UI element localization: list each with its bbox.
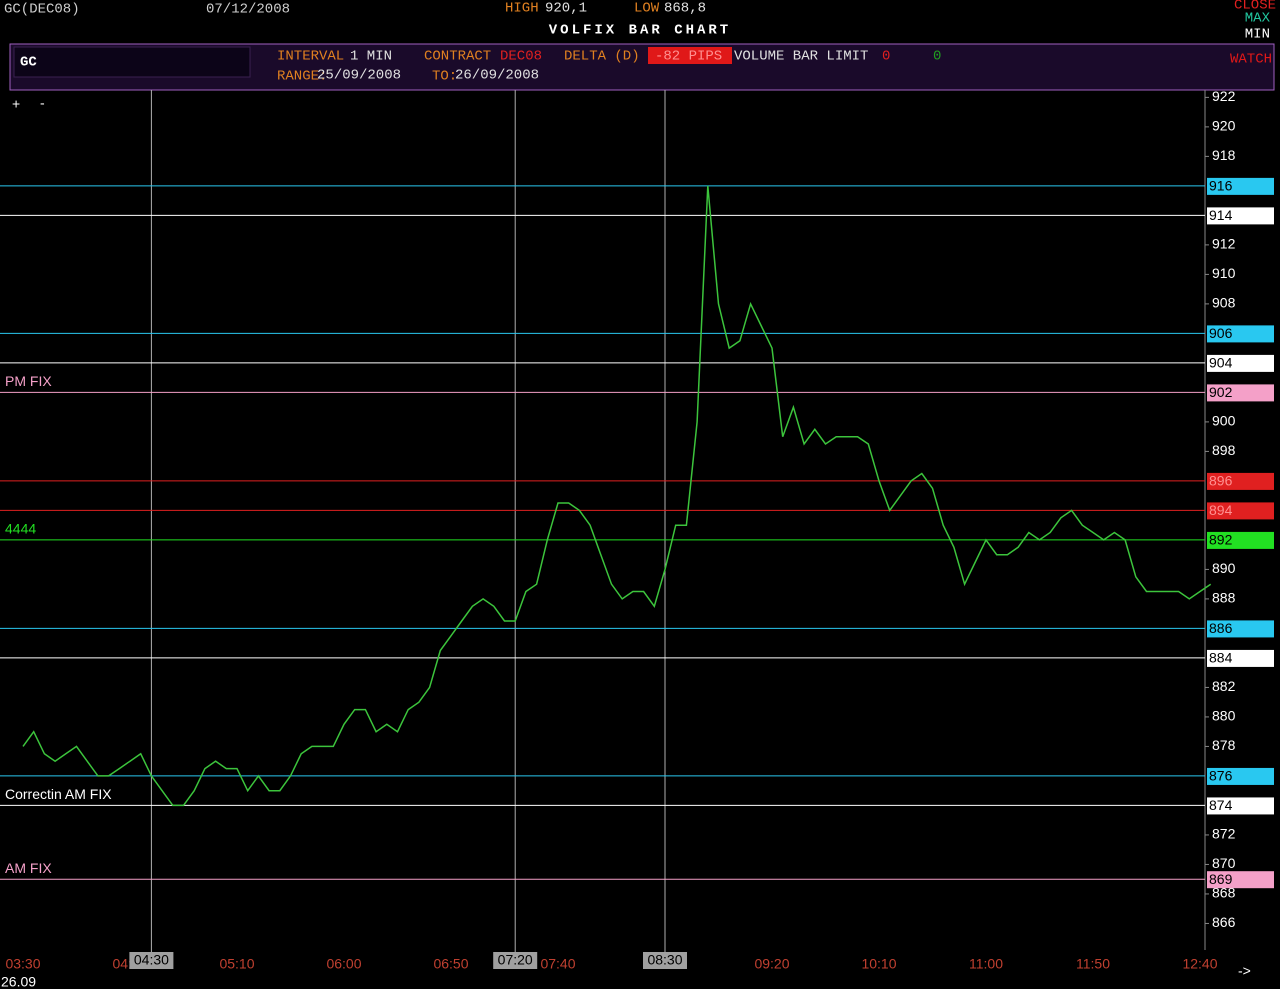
low-label: LOW xyxy=(634,1,660,17)
close-label: CLOSE xyxy=(1234,0,1276,14)
marker-box xyxy=(493,952,538,969)
y-tick-label: 898 xyxy=(1212,442,1236,458)
level-label: AM FIX xyxy=(5,860,52,876)
level-box xyxy=(1207,354,1274,372)
level-value: 906 xyxy=(1209,325,1233,341)
delta-box xyxy=(648,47,732,64)
level-box xyxy=(1207,502,1274,520)
interval: 1 MIN xyxy=(350,49,392,65)
watch[interactable]: WATCH xyxy=(1230,52,1272,68)
y-tick-label: 890 xyxy=(1212,560,1236,576)
price-line xyxy=(22,185,1212,807)
level-value: 916 xyxy=(1209,178,1233,194)
zoom-out[interactable]: - xyxy=(40,95,45,111)
delta-label: DELTA (D) xyxy=(564,49,640,65)
low: 868,8 xyxy=(664,1,706,17)
min-label: MIN xyxy=(1245,27,1270,43)
max-label: MAX xyxy=(1245,11,1271,27)
level-box xyxy=(1207,207,1274,225)
level-value: 869 xyxy=(1209,871,1233,887)
y-tick-label: 900 xyxy=(1212,413,1236,429)
level-value: 914 xyxy=(1209,207,1233,223)
zoom-in[interactable]: + xyxy=(12,96,20,112)
y-tick-label: 878 xyxy=(1212,737,1236,753)
next[interactable]: -> xyxy=(1238,963,1251,979)
instrument: GC xyxy=(20,55,37,71)
volume-b: 0 xyxy=(933,49,941,65)
level-box xyxy=(1207,384,1274,402)
instrument-box xyxy=(13,46,251,78)
level-box xyxy=(1207,871,1274,889)
range-label: RANGE: xyxy=(277,69,327,85)
y-tick-label: 880 xyxy=(1212,708,1236,724)
level-box xyxy=(1207,177,1274,195)
range-to: 26/09/2008 xyxy=(455,68,539,84)
y-tick-label: 868 xyxy=(1212,885,1236,901)
level-value: 876 xyxy=(1209,768,1233,784)
x-tick-label: 10:10 xyxy=(861,956,896,972)
y-tick-label: 920 xyxy=(1212,118,1236,134)
range-from: 25/09/2008 xyxy=(317,68,401,84)
y-tick-label: 912 xyxy=(1212,236,1236,252)
y-tick-label: 888 xyxy=(1212,590,1236,606)
y-tick-label: 910 xyxy=(1212,265,1236,281)
date: 07/12/2008 xyxy=(206,2,290,18)
contract: DEC08 xyxy=(500,49,542,65)
level-label: PM FIX xyxy=(5,373,52,389)
level-value: 884 xyxy=(1209,650,1233,666)
level-value: 874 xyxy=(1209,797,1233,813)
to-label: TO: xyxy=(432,69,457,85)
y-tick-label: 922 xyxy=(1212,88,1236,104)
y-tick-label: 870 xyxy=(1212,855,1236,871)
level-label: Correctin AM FIX xyxy=(5,786,112,802)
level-box xyxy=(1207,531,1274,549)
y-tick-label: 882 xyxy=(1212,678,1236,694)
level-box xyxy=(1207,325,1274,343)
marker-label: 08:30 xyxy=(647,952,682,968)
marker-label: 04:30 xyxy=(134,952,169,968)
chart-title: VOLFIX BAR CHART xyxy=(549,23,731,39)
delta: -82 PIPS xyxy=(655,49,722,65)
interval-label: INTERVAL xyxy=(277,49,344,65)
level-label: 4444 xyxy=(5,521,36,537)
contract-label: CONTRACT xyxy=(424,49,491,65)
level-box xyxy=(1207,797,1274,815)
y-tick-label: 918 xyxy=(1212,147,1236,163)
x-tick-label: 03:30 xyxy=(5,956,40,972)
level-value: 904 xyxy=(1209,355,1233,371)
x-tick-label: 06:50 xyxy=(433,956,468,972)
y-tick-label: 872 xyxy=(1212,826,1236,842)
level-value: 892 xyxy=(1209,532,1233,548)
x-tick-label: 09:20 xyxy=(754,956,789,972)
level-value: 894 xyxy=(1209,502,1233,518)
high-label: HIGH xyxy=(505,1,539,17)
marker-box xyxy=(129,952,174,969)
level-value: 902 xyxy=(1209,384,1233,400)
x-tick-label: 05:10 xyxy=(219,956,254,972)
x-tick-label: 07:40 xyxy=(540,956,575,972)
symbol: GC(DEC08) xyxy=(4,2,80,18)
x-tick-label: 11:00 xyxy=(969,956,1003,972)
level-box xyxy=(1207,649,1274,667)
marker-label: 07:20 xyxy=(498,952,533,968)
level-box xyxy=(1207,620,1274,638)
day: 26.09 xyxy=(1,974,36,989)
level-value: 886 xyxy=(1209,620,1233,636)
volume-label: VOLUME BAR LIMIT xyxy=(734,49,868,65)
y-tick-label: 908 xyxy=(1212,295,1236,311)
x-tick-label: 11:50 xyxy=(1076,956,1110,972)
volume-a: 0 xyxy=(882,49,890,65)
x-tick-label: 06:00 xyxy=(326,956,361,972)
level-box xyxy=(1207,472,1274,490)
x-tick-label: 12:40 xyxy=(1182,956,1217,972)
high: 920,1 xyxy=(545,1,587,17)
level-value: 896 xyxy=(1209,473,1233,489)
level-box xyxy=(1207,767,1274,785)
marker-box xyxy=(643,952,687,969)
y-tick-label: 866 xyxy=(1212,914,1236,930)
